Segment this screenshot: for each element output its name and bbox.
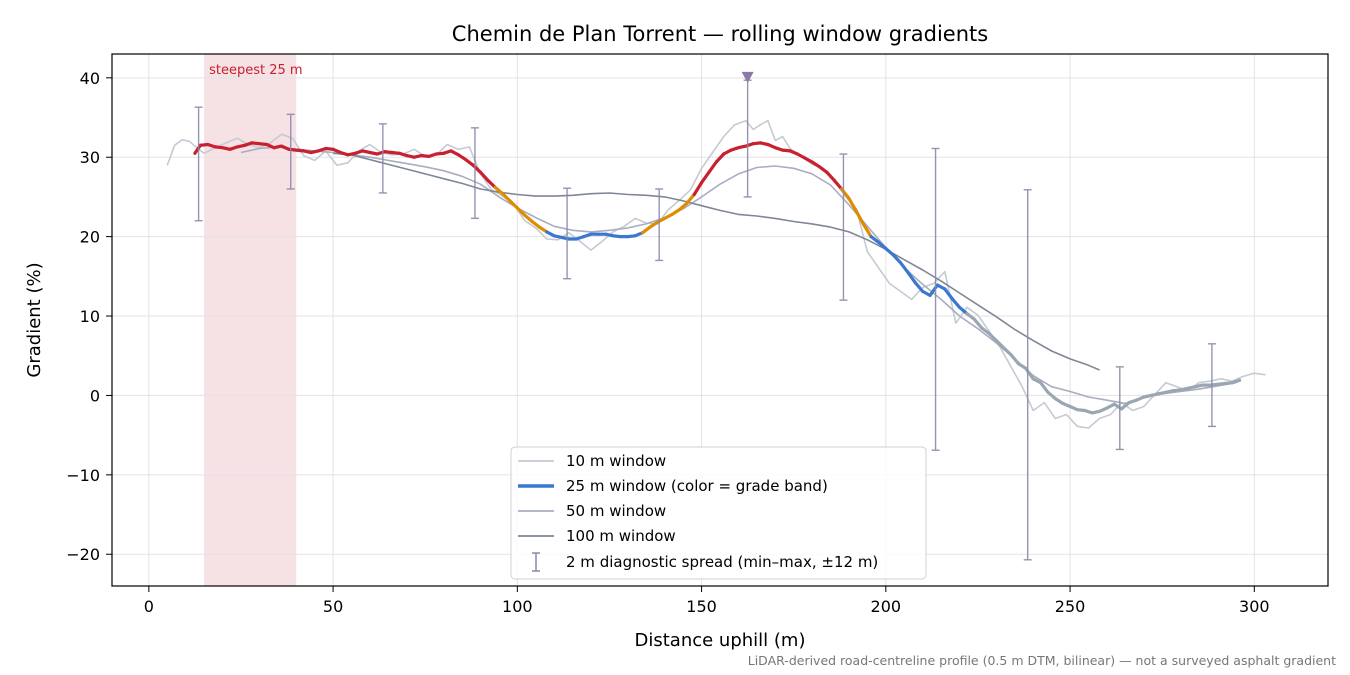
y-tick-label: −10 bbox=[66, 466, 100, 485]
series-segment-25m bbox=[891, 253, 903, 265]
error-bar bbox=[1115, 366, 1124, 451]
series-segment-25m bbox=[486, 178, 497, 189]
series-segment-25m bbox=[994, 339, 1006, 350]
series-segment-25m bbox=[943, 287, 954, 301]
error-bar bbox=[931, 147, 940, 451]
series-segment-25m bbox=[913, 281, 925, 293]
error-bar bbox=[378, 123, 387, 194]
series-segment-25m bbox=[1002, 346, 1013, 357]
y-axis-label: Gradient (%) bbox=[24, 262, 45, 377]
x-tick-label: 150 bbox=[686, 597, 717, 616]
footnote: LiDAR-derived road-centreline profile (0… bbox=[748, 653, 1336, 668]
y-tick-label: 0 bbox=[90, 386, 100, 405]
y-tick-label: 30 bbox=[80, 148, 100, 167]
peak-marker bbox=[741, 71, 754, 83]
legend-label-50m: 50 m window bbox=[566, 502, 666, 520]
error-bar bbox=[1023, 189, 1032, 561]
series-segment-25m bbox=[957, 305, 969, 316]
series-segment-25m bbox=[508, 199, 519, 210]
plot-frame bbox=[111, 53, 1329, 587]
error-bar bbox=[286, 113, 295, 190]
series-segment-25m bbox=[677, 201, 689, 212]
y-tick-label: −20 bbox=[66, 545, 100, 564]
x-tick-label: 250 bbox=[1055, 597, 1086, 616]
error-bar bbox=[470, 127, 479, 220]
chart-title: Chemin de Plan Torrent — rolling window … bbox=[452, 22, 988, 46]
series-segment-25m bbox=[493, 185, 505, 196]
error-bar bbox=[194, 106, 203, 222]
series-segment-25m bbox=[523, 213, 534, 224]
series-segment-25m bbox=[950, 297, 962, 309]
error-bar bbox=[563, 187, 572, 280]
x-tick-label: 300 bbox=[1239, 597, 1270, 616]
legend-box bbox=[510, 446, 927, 580]
series-segment-25m bbox=[854, 209, 866, 227]
series-line-100m bbox=[333, 152, 1100, 371]
series-segment-25m bbox=[972, 317, 984, 330]
legend-label-25m: 25 m window (color = grade band) bbox=[566, 477, 828, 495]
error-bar bbox=[839, 153, 848, 301]
series-segment-25m bbox=[884, 246, 895, 257]
series-segment-25m bbox=[692, 181, 704, 197]
steepest-label: steepest 25 m bbox=[209, 63, 302, 78]
series-segment-25m bbox=[515, 206, 527, 217]
error-bars bbox=[194, 79, 1216, 561]
series-segment-25m bbox=[1119, 401, 1131, 411]
y-tick-label: 20 bbox=[80, 228, 100, 247]
legend-label-errorbar: 2 m diagnostic spread (min–max, ±12 m) bbox=[566, 553, 878, 571]
legend-swatch-errorbar bbox=[532, 552, 540, 572]
series-segment-25m bbox=[862, 223, 873, 239]
series-segment-25m bbox=[987, 331, 999, 343]
series-segment-25m bbox=[1230, 378, 1242, 385]
x-axis-label: Distance uphill (m) bbox=[635, 630, 806, 651]
legend-label-100m: 100 m window bbox=[566, 527, 676, 545]
series-segment-25m bbox=[876, 240, 888, 251]
series-line-50m bbox=[240, 146, 1237, 405]
x-tick-label: 100 bbox=[502, 597, 533, 616]
x-tick-label: 0 bbox=[144, 597, 154, 616]
error-bar bbox=[1207, 343, 1216, 428]
series-segment-25m bbox=[832, 178, 844, 191]
series-segment-25m bbox=[501, 192, 512, 203]
series-segment-25m bbox=[1009, 353, 1021, 366]
x-tick-label: 50 bbox=[323, 597, 343, 616]
series-layer bbox=[166, 119, 1266, 429]
x-axis: 0 50 100 150 200 250 300 bbox=[144, 586, 1270, 616]
y-tick-label: 40 bbox=[80, 69, 100, 88]
error-bar bbox=[655, 188, 664, 262]
series-segment-25m bbox=[707, 160, 718, 174]
series-segment-25m bbox=[1046, 390, 1057, 401]
legend-label-10m: 10 m window bbox=[566, 452, 666, 470]
series-segment-25m bbox=[825, 170, 836, 182]
series-line-10m bbox=[166, 119, 1266, 429]
y-tick-label: 10 bbox=[80, 307, 100, 326]
series-segment-25m bbox=[714, 152, 726, 164]
series-segment-25m bbox=[685, 192, 696, 205]
series-segment-25m bbox=[898, 261, 910, 274]
series-segment-25m bbox=[906, 270, 917, 285]
series-segment-25m bbox=[847, 196, 858, 213]
series-segment-25m bbox=[193, 143, 202, 155]
series-segment-25m bbox=[1038, 381, 1050, 394]
series-segment-25m bbox=[699, 170, 711, 185]
y-axis: −20 −10 0 10 20 30 40 bbox=[66, 69, 112, 564]
x-tick-label: 200 bbox=[871, 597, 902, 616]
series-segment-25m bbox=[478, 170, 490, 182]
legend: 10 m window 25 m window (color = grade b… bbox=[510, 446, 927, 580]
